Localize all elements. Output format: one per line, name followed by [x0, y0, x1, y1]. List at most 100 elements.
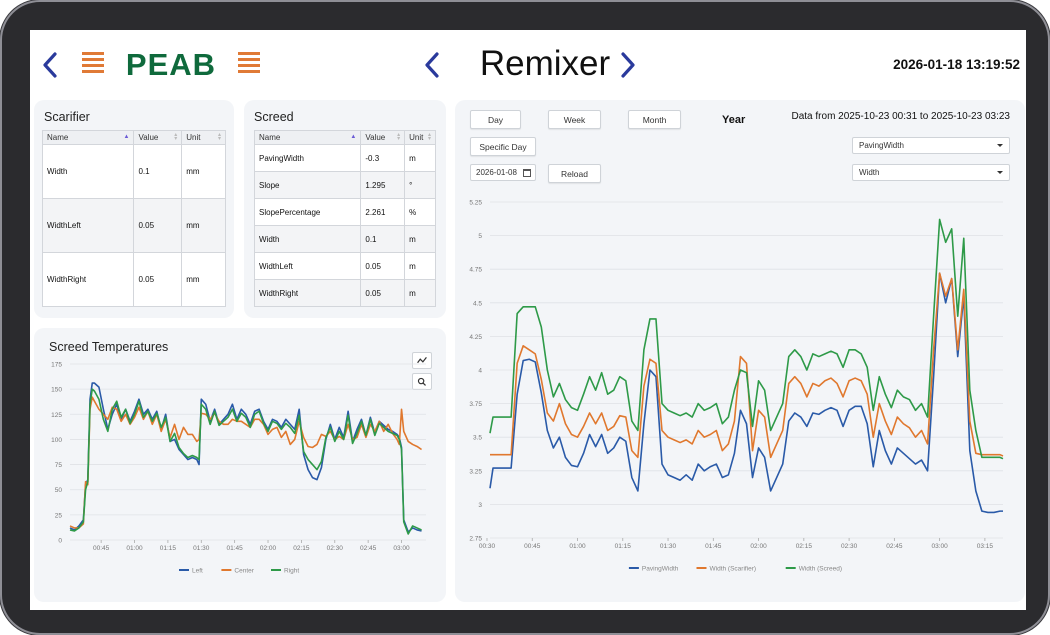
- cell-unit: mm: [181, 198, 226, 253]
- y-tick-label: 50: [55, 487, 63, 494]
- chevron-down-icon: [997, 144, 1003, 147]
- column-header-unit[interactable]: Unit ▴ ▾: [181, 130, 226, 145]
- cell-value: 0.05: [360, 279, 406, 307]
- cell-unit: °: [404, 171, 436, 199]
- column-header-unit[interactable]: Unit ▴ ▾: [404, 130, 436, 145]
- cell-name: WidthRight: [253, 279, 362, 307]
- table-row[interactable]: WidthLeft 0.05 m: [253, 252, 436, 280]
- legend-label: Center: [234, 568, 254, 575]
- screed-temperatures-title: Screed Temperatures: [49, 340, 169, 354]
- cell-value: 0.05: [360, 252, 406, 280]
- cell-name: Slope: [253, 171, 362, 199]
- legend-label: Right: [284, 568, 299, 575]
- table-row[interactable]: Slope 1.295 °: [253, 171, 436, 199]
- table-row[interactable]: WidthRight 0.05 m: [253, 279, 436, 307]
- legend-label: Width (Scarifier): [710, 566, 757, 573]
- cell-value: 0.1: [360, 225, 406, 253]
- y-tick-label: 4.75: [469, 267, 482, 274]
- remixer-chart-panel: Day Week Month Year Data from 2025-10-23…: [455, 100, 1025, 602]
- table-row[interactable]: Width 0.1 m: [253, 225, 436, 253]
- secondary-series-select[interactable]: Width: [852, 164, 1010, 181]
- x-tick-label: 02:15: [796, 543, 813, 550]
- previous-chevron-icon[interactable]: [420, 50, 444, 80]
- next-chevron-icon[interactable]: [616, 50, 640, 80]
- cell-name: Width: [253, 225, 362, 253]
- legend-label: PavingWidth: [642, 566, 679, 573]
- column-header-value[interactable]: Value ▴ ▾: [360, 130, 406, 145]
- screed-temperatures-panel: Screed Temperatures 175 150 125 100 75 50 25 0 0…: [34, 328, 446, 602]
- year-label[interactable]: Year: [722, 114, 746, 126]
- series-line-pavingwidth: [489, 272, 1003, 514]
- cell-name: SlopePercentage: [253, 198, 362, 226]
- column-header-value[interactable]: Value ▴ ▾: [133, 130, 183, 145]
- table-row[interactable]: WidthLeft 0.05 mm: [41, 198, 226, 253]
- date-field-value: 2026-01-08: [476, 168, 517, 177]
- line-chart-icon[interactable]: [412, 352, 432, 369]
- cell-unit: m: [404, 144, 436, 172]
- x-tick-label: 03:00: [393, 545, 410, 552]
- y-tick-label: 150: [51, 387, 62, 394]
- day-button[interactable]: Day: [470, 110, 521, 129]
- month-button[interactable]: Month: [628, 110, 681, 129]
- y-tick-label: 75: [55, 462, 63, 469]
- table-row[interactable]: PavingWidth -0.3 m: [253, 144, 436, 172]
- primary-series-value: PavingWidth: [859, 141, 904, 150]
- x-tick-label: 01:30: [193, 545, 210, 552]
- table-row[interactable]: WidthRight 0.05 mm: [41, 252, 226, 307]
- table-row[interactable]: Width 0.1 mm: [41, 144, 226, 199]
- zoom-icon[interactable]: [412, 373, 432, 390]
- y-tick-label: 4.25: [469, 334, 482, 341]
- cell-unit: mm: [181, 252, 226, 307]
- cell-value: 0.05: [133, 198, 183, 253]
- screed-panel: Screed Name ▲ Value ▴ ▾ Unit ▴ ▾ PavingWidth …: [244, 100, 446, 318]
- reload-button[interactable]: Reload: [548, 164, 601, 183]
- scarifier-table: Name ▲ Value ▴ ▾ Unit ▴ ▾ Width 0.1 mm WidthL…: [41, 130, 226, 307]
- legend-label: Width (Screed): [799, 566, 842, 573]
- data-range-text: Data from 2025-10-23 00:31 to 2025-10-23…: [791, 111, 1011, 122]
- x-tick-label: 03:15: [977, 543, 994, 550]
- x-tick-label: 00:30: [479, 543, 496, 550]
- datetime-label: 2026-01-18 13:19:52: [893, 57, 1020, 72]
- x-tick-label: 01:45: [227, 545, 244, 552]
- column-header-name[interactable]: Name ▲: [41, 130, 135, 145]
- x-tick-label: 02:45: [886, 543, 903, 550]
- app-screen: PEAB Remixer 2026-01-18 13:19:52 Scarifi…: [30, 30, 1026, 610]
- y-tick-label: 5.25: [469, 200, 482, 207]
- column-header-name[interactable]: Name ▲: [253, 130, 362, 145]
- x-tick-label: 01:15: [615, 543, 632, 550]
- cell-unit: %: [404, 198, 436, 226]
- screed-table: Name ▲ Value ▴ ▾ Unit ▴ ▾ PavingWidth -0.3 m …: [253, 130, 436, 307]
- cell-name: WidthLeft: [41, 198, 135, 253]
- x-tick-label: 02:30: [841, 543, 858, 550]
- legend-label: Left: [192, 568, 203, 575]
- table-row[interactable]: SlopePercentage 2.261 %: [253, 198, 436, 226]
- week-button[interactable]: Week: [548, 110, 601, 129]
- x-tick-label: 00:45: [93, 545, 110, 552]
- secondary-series-value: Width: [859, 168, 880, 177]
- cell-name: WidthLeft: [253, 252, 362, 280]
- back-chevron-icon[interactable]: [38, 50, 62, 80]
- y-tick-label: 3.5: [473, 435, 482, 442]
- scarifier-panel: Scarifier Name ▲ Value ▴ ▾ Unit ▴ ▾ Width 0.1…: [34, 100, 234, 318]
- date-field[interactable]: 2026-01-08: [470, 164, 536, 181]
- cell-unit: m: [404, 252, 436, 280]
- x-tick-label: 01:00: [126, 545, 143, 552]
- cell-unit: mm: [181, 144, 226, 199]
- series-line-left: [69, 382, 422, 533]
- series-line-width-scarifier-: [490, 272, 1004, 459]
- cell-value: -0.3: [360, 144, 406, 172]
- y-tick-label: 4: [478, 368, 482, 375]
- cell-unit: m: [404, 225, 436, 253]
- y-tick-label: 175: [51, 362, 62, 369]
- x-tick-label: 01:45: [705, 543, 722, 550]
- primary-series-select[interactable]: PavingWidth: [852, 137, 1010, 154]
- x-tick-label: 02:15: [293, 545, 310, 552]
- specific-day-button[interactable]: Specific Day: [470, 137, 536, 156]
- cell-name: Width: [41, 144, 135, 199]
- x-tick-label: 02:00: [260, 545, 277, 552]
- page-title: Remixer: [479, 44, 611, 83]
- y-tick-label: 25: [55, 512, 63, 519]
- series-line-right: [69, 388, 422, 535]
- y-tick-label: 3: [478, 502, 482, 509]
- calendar-icon[interactable]: [523, 169, 531, 177]
